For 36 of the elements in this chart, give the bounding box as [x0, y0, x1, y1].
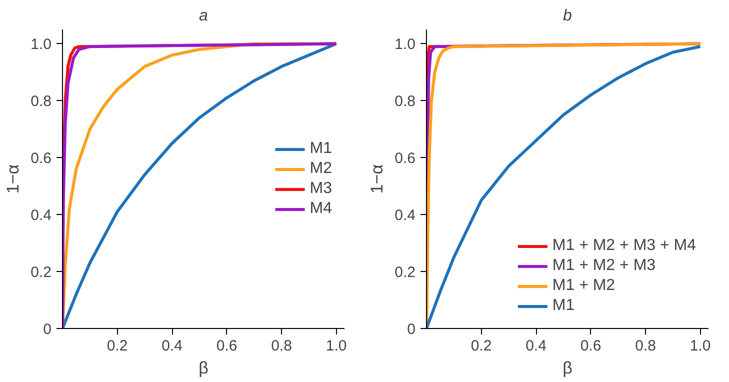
legend-label: M1 — [552, 297, 575, 315]
legend-label: M2 — [310, 160, 332, 178]
legend-label: M1 + M2 + M3 — [552, 257, 656, 275]
y-tick-label: 0.8 — [30, 93, 52, 110]
y-tick-label: 0 — [407, 321, 416, 338]
chart-title: b — [563, 8, 572, 24]
legend-label: M1 + M2 — [552, 277, 616, 295]
y-tick-label: 1.0 — [30, 36, 52, 54]
x-tick-label: 0.2 — [470, 338, 492, 354]
x-tick-label: 0.2 — [106, 338, 128, 354]
legend-label: M3 — [310, 180, 332, 198]
y-tick-label: 0 — [43, 321, 52, 338]
legend-label: M4 — [310, 200, 332, 218]
y-tick-label: 0.2 — [30, 264, 52, 282]
x-tick-label: 0.4 — [162, 338, 182, 354]
y-tick-label: 1.0 — [394, 36, 416, 54]
x-axis-title: β — [562, 358, 573, 378]
chart-title: a — [199, 8, 208, 24]
y-tick-label: 0.6 — [30, 150, 52, 168]
x-axis-title: β — [198, 358, 209, 378]
y-axis-title: 1−α — [4, 164, 23, 194]
legend-label: M1 + M2 + M3 + M4 — [552, 237, 696, 255]
x-tick-label: 0.8 — [271, 338, 292, 354]
y-tick-label: 0.6 — [394, 150, 416, 168]
y-tick-label: 0.8 — [394, 93, 416, 110]
x-tick-label: 0.6 — [216, 338, 238, 354]
x-tick-label: 0.6 — [580, 338, 602, 354]
y-tick-label: 0.4 — [30, 207, 52, 224]
x-tick-label: 0.4 — [526, 338, 546, 354]
x-tick-label: 1.0 — [690, 338, 711, 354]
y-tick-label: 0.2 — [394, 264, 416, 282]
x-tick-label: 0.8 — [635, 338, 656, 354]
x-tick-label: 1.0 — [326, 338, 347, 354]
legend-label: M1 — [310, 140, 332, 158]
y-tick-label: 0.4 — [394, 207, 416, 224]
y-axis-title: 1−α — [368, 164, 387, 194]
